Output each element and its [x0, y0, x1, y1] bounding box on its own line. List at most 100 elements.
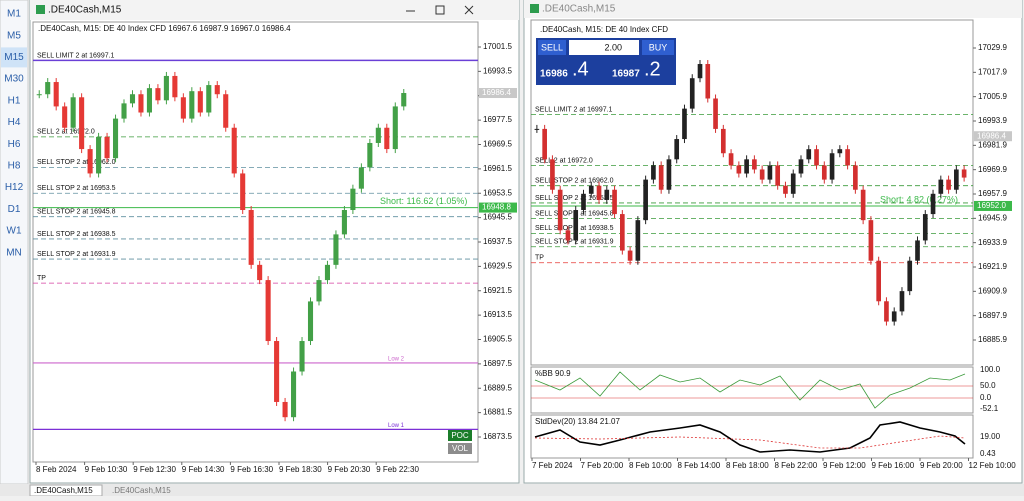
timeframe-active[interactable] [1, 47, 27, 68]
maximize-button[interactable] [435, 5, 445, 15]
time-label: 7 Feb 20:00 [581, 461, 624, 470]
candle [121, 103, 127, 119]
time-label: 9 Feb 16:00 [872, 461, 915, 470]
order-label: TP [37, 275, 46, 282]
timeframe-button[interactable]: H4 [8, 117, 21, 128]
candle [557, 189, 563, 231]
order-label: TP [535, 255, 544, 262]
price-tick-label: 16913.5 [483, 310, 512, 319]
candle [333, 234, 339, 265]
ask-frac[interactable]: .2 [644, 58, 661, 80]
candle [612, 189, 617, 215]
timeframe-button[interactable]: M30 [4, 74, 24, 85]
timeframe-button[interactable]: M15 [4, 52, 24, 63]
candle [70, 97, 76, 128]
candle [728, 153, 734, 166]
candle [172, 75, 178, 98]
lot-value[interactable]: 2.00 [604, 42, 622, 52]
price-tick-label: 16977.5 [483, 115, 512, 124]
tab[interactable]: .DE40Cash,M15 [112, 486, 171, 495]
timeframe-button[interactable]: H8 [8, 161, 21, 172]
poc-button[interactable] [448, 430, 472, 441]
candle [798, 159, 804, 174]
stddev-tick: 19.00 [980, 432, 1001, 441]
candle [635, 220, 641, 261]
symbol-info: .DE40Cash, M15: DE 40 Index CFD [540, 25, 668, 34]
candle [62, 106, 68, 128]
candle [876, 260, 881, 302]
price-tick-label: 17029.9 [978, 43, 1007, 52]
price-tick-label: 16873.5 [483, 432, 512, 441]
title-bar [30, 0, 519, 20]
candle [596, 185, 602, 200]
candle [744, 159, 749, 174]
price-tick-label: 16885.9 [978, 335, 1007, 344]
lot-input[interactable] [569, 40, 639, 55]
candle [534, 128, 540, 130]
candle [954, 169, 959, 190]
candle [257, 264, 263, 281]
bid-main[interactable]: 16986 [540, 69, 568, 80]
price-tick-label: 16905.5 [483, 335, 512, 344]
price-tick-label: 16897.9 [978, 311, 1007, 320]
candle [197, 91, 203, 113]
price-tick-label: 16993.5 [483, 66, 512, 75]
order-label: SELL 2 at 16972.0 [37, 129, 95, 136]
candle [129, 94, 136, 104]
order-label: SELL LIMIT 2 at 16997.1 [535, 106, 613, 113]
price-tick-label: 16945.9 [978, 213, 1007, 222]
timeframe-button[interactable]: H12 [5, 182, 24, 193]
bb-pane [530, 366, 974, 414]
candle [155, 88, 161, 101]
price-tag [479, 202, 517, 213]
candle [206, 85, 212, 113]
timeframe-button[interactable]: D1 [8, 204, 21, 215]
candle [163, 75, 169, 101]
buy-label[interactable]: BUY [649, 42, 668, 52]
candle [87, 149, 93, 174]
sidebar [0, 0, 29, 485]
candle [860, 189, 866, 221]
candle [899, 291, 905, 312]
candle [214, 85, 220, 95]
candle [53, 82, 59, 107]
timeframe-button[interactable]: H1 [8, 95, 21, 106]
timeframe-button[interactable]: MN [6, 247, 22, 258]
timeframe-button[interactable]: W1 [7, 226, 22, 237]
bb-tick: 0.0 [980, 393, 992, 402]
timeframe-button[interactable]: H6 [8, 139, 21, 150]
candle [720, 128, 726, 154]
candle [146, 88, 152, 113]
time-label: 9 Feb 12:30 [133, 465, 176, 474]
order-label: SELL STOP 2 at 16931.9 [37, 251, 116, 258]
tab[interactable]: .DE40Cash,M15 [34, 486, 93, 495]
candle [316, 280, 322, 302]
vol-button[interactable] [448, 443, 472, 454]
close-button[interactable] [464, 5, 474, 15]
price-tick-label: 17001.5 [483, 42, 512, 51]
ask-main[interactable]: 16987 [612, 69, 640, 80]
price-tick-label: 16881.5 [483, 408, 512, 417]
timeframe-button[interactable]: M5 [7, 30, 21, 41]
order-label: SELL 2 at 16972.0 [535, 157, 593, 164]
bb-tick: 100.0 [980, 365, 1001, 374]
candle [643, 179, 648, 221]
candle [837, 149, 843, 154]
timeframe-button[interactable]: M1 [7, 9, 21, 20]
buy-button[interactable] [642, 40, 674, 55]
price-tag [479, 88, 517, 99]
stddev-ma [534, 435, 966, 449]
sell-label[interactable]: SELL [541, 42, 563, 52]
price-tick-label: 17017.9 [978, 67, 1007, 76]
window-title: .DE40Cash,M15 [48, 5, 122, 16]
candle [821, 165, 827, 180]
sell-button[interactable] [538, 40, 566, 55]
candle [189, 91, 195, 119]
bid-frac[interactable]: .4 [572, 58, 589, 80]
vol-label[interactable]: VOL [452, 444, 469, 453]
poc-label[interactable]: POC [451, 431, 469, 440]
candle [814, 149, 819, 166]
candle [868, 220, 874, 261]
candle [45, 82, 51, 95]
